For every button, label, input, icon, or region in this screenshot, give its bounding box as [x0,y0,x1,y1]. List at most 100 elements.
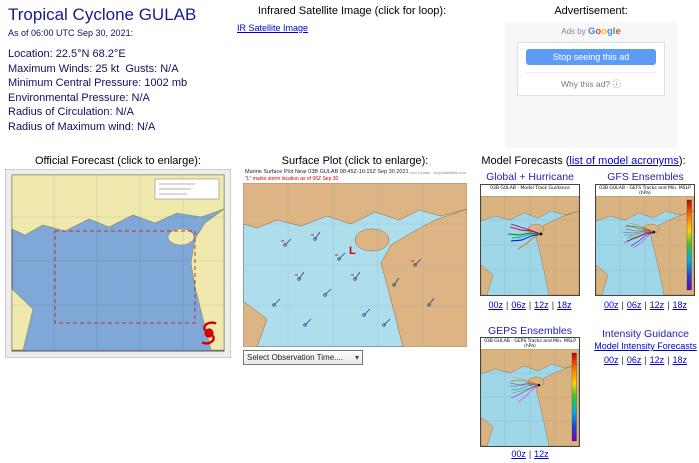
run-link[interactable]: 06z [626,300,642,310]
intensity-guidance-title: Intensity Guidance [602,328,689,340]
run-link[interactable]: 00z [603,355,619,365]
storm-start-point [539,232,543,236]
satellite-section: Infrared Satellite Image (click for loop… [237,5,467,33]
storm-info-panel: Tropical Cyclone GULAB As of 06:00 UTC S… [8,5,236,134]
ad-container: Ads by Google Stop seeing this ad Why th… [505,22,677,148]
ensemble-tracks [622,222,655,249]
google-letter: o [595,26,602,37]
storm-max-winds: Maximum Winds: 25 kt Gusts: N/A [8,62,179,75]
gfs-ensembles-run-links: 00z | 06z | 12z | 18z [592,300,699,310]
ad-card: Stop seeing this ad Why this ad? ⓘ [517,42,665,96]
separator: | [621,355,624,365]
storm-min-pressure: Minimum Central Pressure: 1002 mb [8,77,188,89]
surface-plot-map-title: Marine Surface Plot Near 03B GULAB 08:45… [245,169,409,175]
separator: | [644,300,647,310]
google-letter: e [615,26,621,37]
run-link[interactable]: 12z [649,355,665,365]
storm-env-pressure: Environmental Pressure: N/A [8,91,150,104]
run-link[interactable]: 18z [672,300,688,310]
run-link[interactable]: 06z [626,355,642,365]
chevron-down-icon: ▾ [354,353,359,362]
google-letter: o [601,26,607,37]
stop-seeing-ad-button[interactable]: Stop seeing this ad [526,49,656,65]
storm-radius-circulation: Radius of Circulation: N/A [8,106,134,118]
global-hurricane-run-links: 00z | 06z | 12z | 18z [468,300,592,310]
satellite-heading: Infrared Satellite Image (click for loop… [257,5,447,17]
info-icon: ⓘ [612,79,622,89]
model-acronyms-link[interactable]: list of model acronyms [569,155,679,167]
geps-ensembles-title: GEPS Ensembles [487,325,573,337]
gfs-ensembles-map[interactable]: 03B GULAB - GEFS Tracks and Min. MSLP (h… [595,184,695,296]
surface-plot-map[interactable]: Marine Surface Plot Near 03B GULAB 08:45… [243,169,467,347]
geps-ensembles-map[interactable]: 03B GULAB - GEPS Tracks and Min. MSLP (h… [480,337,580,447]
cyclone-icon [201,321,217,345]
google-logo: Google [587,26,621,37]
geps-ensembles-map-title: 03B GULAB - GEPS Tracks and Min. MSLP (h… [481,338,579,349]
ir-satellite-link[interactable]: IR Satellite Image [237,23,309,33]
geps-ensembles-run-links: 00z | 12z [468,449,592,459]
advertisement-section: Advertisement: Ads by Google Stop seeing… [505,5,677,148]
advertisement-heading: Advertisement: [554,5,628,17]
global-hurricane-map[interactable]: 03B GULAB - Model Track Guidance [480,184,580,296]
storm-location-marker: L [349,245,356,257]
separator: | [667,300,670,310]
run-link[interactable]: 12z [534,449,549,459]
gfs-ensembles-title: GFS Ensembles [607,171,684,183]
surface-plot-heading: Surface Plot (click to enlarge): [281,155,429,167]
separator: | [528,300,532,310]
why-this-ad-link[interactable]: Why this ad? ⓘ [526,72,656,90]
mslp-colorbar [686,199,692,291]
observation-time-select-label: Select Observation Time.... [247,353,344,362]
separator: | [505,300,509,310]
ensemble-tracks [508,376,540,403]
google-letter: l [612,26,616,37]
run-link[interactable]: 12z [649,300,665,310]
why-this-ad-label: Why this ad? [560,79,611,89]
surface-plot-graphic [243,183,467,347]
run-link[interactable]: 00z [488,300,503,310]
as-of-timestamp: As of 06:00 UTC Sep 30, 2021: [8,28,134,38]
station-plots [272,231,435,327]
storm-stats: Location: 22.5°N 68.2°E Maximum Winds: 2… [8,47,236,134]
observation-time-select[interactable]: Select Observation Time.... ▾ [243,350,363,365]
model-heading-prefix: Model Forecasts ( [481,155,570,167]
google-letter: G [587,26,596,37]
ads-by-label: Ads by [561,27,586,36]
intensity-guidance-run-links: 00z | 06z | 12z | 18z [592,355,699,365]
forecast-area-box [54,230,196,324]
official-forecast-heading: Official Forecast (click to enlarge): [34,155,202,167]
model-forecasts-heading: Model Forecasts (list of model acronyms)… [468,155,699,167]
official-forecast-map[interactable] [4,168,232,359]
storm-start-point [537,383,541,387]
run-link[interactable]: 12z [534,300,549,310]
model-intensity-forecasts-link[interactable]: Model Intensity Forecasts [594,341,697,351]
google-letter: g [606,26,613,37]
run-link[interactable]: 06z [511,300,526,310]
storm-location: Location: 22.5°N 68.2°E [8,48,126,60]
surface-plot-map-note: "L" marks storm location as of 06Z Sep 3… [245,176,339,182]
run-link[interactable]: 18z [672,355,688,365]
separator: | [644,355,647,365]
intensity-guidance-section: Model Intensity Forecasts [592,341,699,351]
run-link[interactable]: 00z [511,449,526,459]
separator: | [667,355,670,365]
model-heading-suffix: ): [678,155,686,167]
map-gridlines [12,175,224,351]
gfs-ensembles-map-graphic [596,196,694,295]
ads-by-line: Ads by Google [505,22,677,37]
run-link[interactable]: 00z [603,300,619,310]
storm-start-point [652,230,656,234]
run-link[interactable]: 18z [557,300,572,310]
surface-plot-credit: Levi Cowan - tropicaltidbits.com [409,170,466,175]
global-hurricane-map-title: 03B GULAB - Model Track Guidance [481,185,579,196]
storm-radius-max-wind: Radius of Maximum wind: N/A [8,120,156,133]
separator: | [621,300,624,310]
separator: | [528,449,532,459]
station-values [281,234,414,276]
global-hurricane-map-graphic [481,196,579,295]
model-tracks [507,223,542,250]
mslp-colorbar [571,352,577,442]
page-title: Tropical Cyclone GULAB [8,5,197,24]
official-forecast-map-graphic [4,168,232,359]
